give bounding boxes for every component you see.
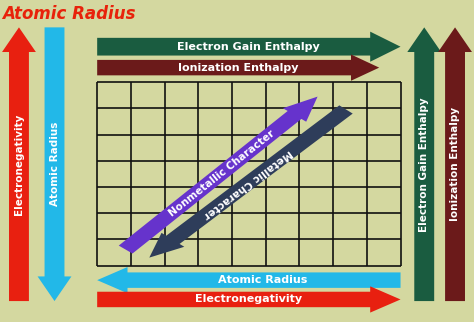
FancyArrow shape	[97, 32, 401, 62]
Text: Nonmetallic Character: Nonmetallic Character	[167, 128, 276, 218]
FancyArrow shape	[97, 286, 401, 313]
Text: Electron Gain Enthalpy: Electron Gain Enthalpy	[419, 97, 429, 232]
Text: Ionization Enthalpy: Ionization Enthalpy	[178, 62, 299, 73]
FancyArrow shape	[97, 54, 379, 81]
Text: Electronegativity: Electronegativity	[195, 294, 302, 305]
Text: Atomic Radius: Atomic Radius	[2, 5, 136, 23]
Text: Ionization Enthalpy: Ionization Enthalpy	[450, 107, 460, 221]
Text: Electronegativity: Electronegativity	[14, 114, 24, 215]
FancyArrow shape	[2, 27, 36, 301]
FancyArrow shape	[97, 267, 401, 293]
Text: Metallic Character: Metallic Character	[201, 147, 294, 220]
FancyArrow shape	[119, 97, 318, 253]
Text: Electron Gain Enthalpy: Electron Gain Enthalpy	[177, 42, 320, 52]
FancyArrow shape	[37, 27, 72, 301]
Text: Atomic Radius: Atomic Radius	[219, 275, 308, 285]
Text: Atomic Radius: Atomic Radius	[49, 122, 60, 206]
FancyArrow shape	[438, 27, 472, 301]
FancyArrow shape	[407, 27, 441, 301]
FancyArrow shape	[149, 105, 353, 258]
